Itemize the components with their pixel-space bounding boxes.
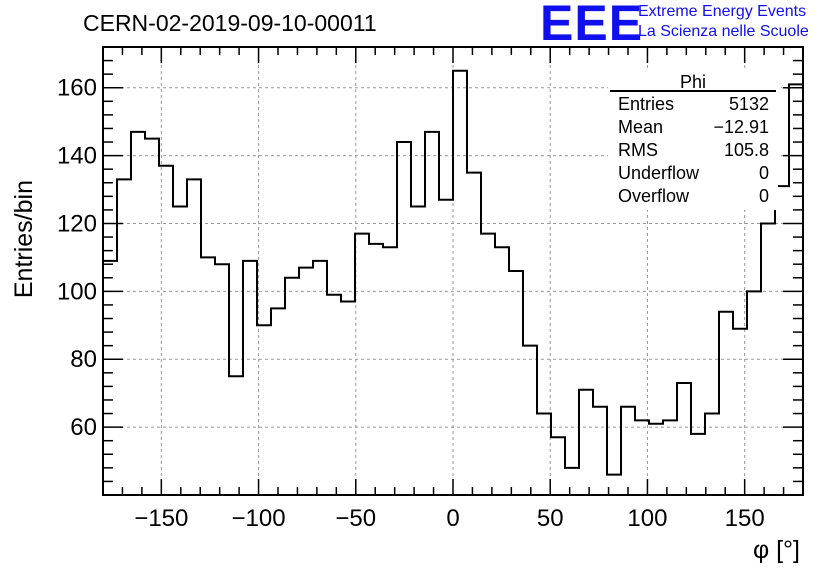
histogram-bin (523, 346, 537, 495)
histogram-bin (579, 390, 593, 495)
x-axis-label: φ [°] (753, 536, 800, 564)
histogram-bin (593, 407, 607, 495)
histogram-bin (299, 268, 313, 495)
run-title: CERN-02-2019-09-10-00011 (83, 10, 377, 36)
histogram-bin (285, 278, 299, 495)
logo-caption-line1: Extreme Energy Events (638, 3, 807, 20)
histogram-bin (705, 414, 719, 495)
histogram-bin (607, 475, 621, 495)
histogram-bin (411, 207, 425, 495)
stats-label: Underflow (618, 163, 700, 183)
histogram-bin (789, 84, 803, 495)
y-tick-labels: 60 80 100 120 140 160 (57, 75, 97, 441)
histogram-bin (719, 312, 733, 495)
x-tick-labels: −150 −100 −50 0 50 100 150 (134, 505, 764, 532)
histogram-bin (313, 261, 327, 495)
x-tick-label: 0 (446, 505, 459, 532)
stats-value: 105.8 (724, 140, 769, 160)
histogram-bin (159, 166, 173, 495)
y-tick-label: 140 (57, 143, 97, 170)
stats-label: Overflow (618, 186, 690, 206)
histogram-bin (551, 437, 565, 495)
histogram-bin (271, 308, 285, 495)
axis-ticks (103, 47, 803, 495)
stats-label: Entries (618, 94, 674, 114)
histogram-bin (327, 295, 341, 495)
stats-box: Phi Entries 5132 Mean −12.91 RMS 105.8 Underfl… (608, 70, 778, 210)
histogram-bin (453, 71, 467, 495)
stats-value: −12.91 (713, 117, 769, 137)
histogram-bin (215, 264, 229, 495)
stats-title: Phi (680, 72, 706, 92)
histogram-bin (761, 223, 775, 495)
logo-caption-line2: La Scienza nelle Scuole (638, 23, 809, 40)
histogram-bin (369, 244, 383, 495)
logo-caption: Extreme Energy Events La Scienza nelle S… (638, 2, 809, 42)
histogram-bin (397, 142, 411, 495)
histogram-bin (467, 173, 481, 495)
histogram-bin (117, 179, 131, 495)
histogram-bin (663, 420, 677, 495)
histogram-bin (173, 207, 187, 495)
histogram-bin (341, 302, 355, 495)
y-tick-label: 160 (57, 75, 97, 102)
x-tick-label: 50 (537, 505, 564, 532)
histogram-bin (383, 247, 397, 495)
y-tick-label: 100 (57, 278, 97, 305)
histogram-bin (145, 139, 159, 495)
histogram-bin (775, 186, 789, 495)
histogram-bin (747, 291, 761, 495)
x-tick-label: 100 (627, 505, 667, 532)
histogram-bin (691, 434, 705, 495)
histogram-bin (733, 329, 747, 495)
histogram-bin (649, 424, 663, 495)
histogram-bin (509, 271, 523, 495)
histogram-bin (635, 420, 649, 495)
histogram-bin (243, 261, 257, 495)
x-tick-label: −50 (335, 505, 376, 532)
y-tick-label: 80 (70, 346, 97, 373)
y-tick-label: 60 (70, 414, 97, 441)
histogram-bin (481, 234, 495, 495)
histogram-bin (495, 247, 509, 495)
stats-value: 0 (759, 186, 769, 206)
plot-frame (102, 46, 804, 496)
stats-label: RMS (618, 140, 658, 160)
histogram-bin (565, 468, 579, 495)
histogram-bin (355, 234, 369, 495)
x-tick-label: −100 (232, 505, 286, 532)
stats-rows: Entries 5132 Mean −12.91 RMS 105.8 Underflow 0 O… (618, 94, 769, 206)
histogram-line (103, 69, 803, 476)
histogram-bin (425, 132, 439, 495)
histogram-bin (229, 376, 243, 495)
histogram-bin (677, 383, 691, 495)
stats-label: Mean (618, 117, 663, 137)
histogram-bin (621, 407, 635, 495)
y-tick-label: 120 (57, 210, 97, 237)
stats-value: 0 (759, 163, 769, 183)
x-tick-label: 150 (725, 505, 765, 532)
histogram-bin (439, 200, 453, 495)
histogram-bin (257, 325, 271, 495)
stats-value: 5132 (729, 94, 769, 114)
histogram-bin (131, 132, 145, 495)
histogram-bin (537, 414, 551, 495)
histogram-bin (201, 257, 215, 495)
histogram-bin (103, 261, 117, 495)
eee-logo: EEE (540, 0, 644, 51)
y-axis-label: Entries/bin (10, 180, 38, 298)
histogram-bin (187, 179, 201, 495)
x-tick-label: −150 (134, 505, 188, 532)
